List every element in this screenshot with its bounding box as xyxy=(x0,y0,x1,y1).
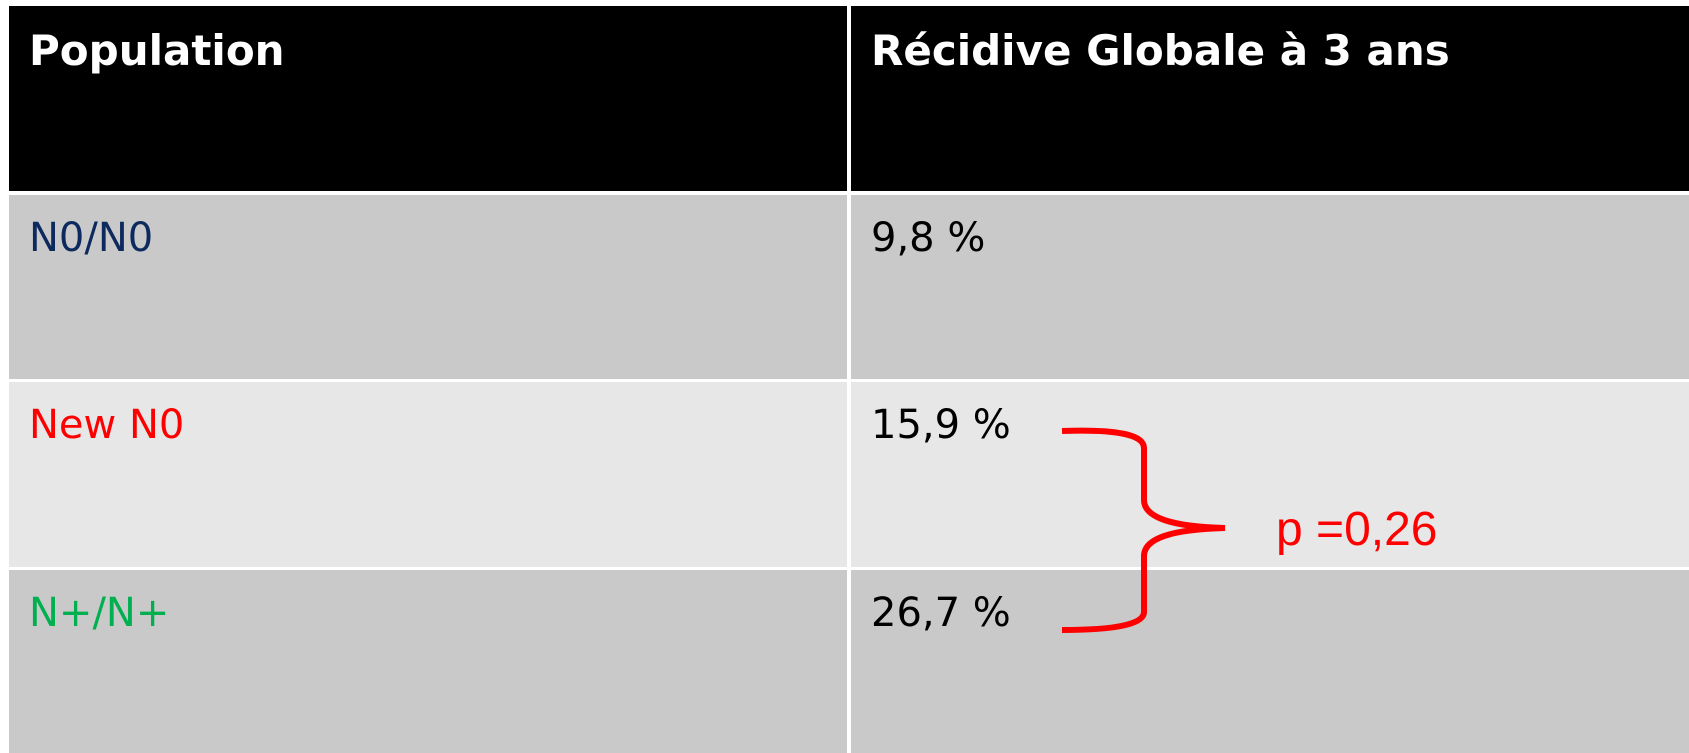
row-value: 26,7 % xyxy=(851,570,1689,753)
row-label: N+/N+ xyxy=(9,570,847,753)
row-label: New N0 xyxy=(9,382,847,567)
row-value: 9,8 % xyxy=(851,195,1689,379)
header-cell: Population xyxy=(9,6,847,191)
row-label: N0/N0 xyxy=(9,195,847,379)
header-cell: Récidive Globale à 3 ans xyxy=(851,6,1689,191)
annotation: p =0,26 xyxy=(1276,503,1438,556)
row-value: 15,9 % xyxy=(851,382,1689,567)
